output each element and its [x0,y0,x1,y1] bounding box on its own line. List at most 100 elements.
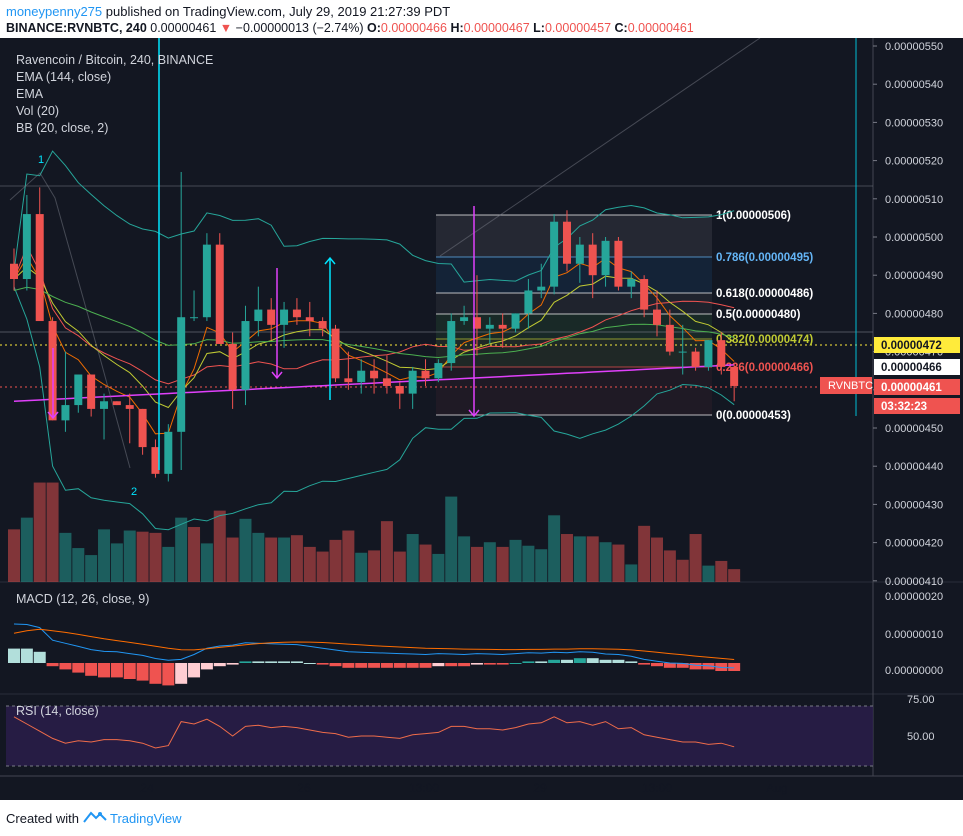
volume-bar [316,551,329,582]
volume-bar [265,537,278,582]
macd-hist-bar [98,663,111,678]
macd-hist-bar [239,661,252,663]
volume-bar [20,517,33,582]
candle-body [151,447,160,474]
price-label-box [874,359,960,375]
macd-hist-bar [213,663,226,667]
close-value: 0.00000461 [627,21,694,35]
legend-ema[interactable]: EMA [16,87,44,101]
macd-hist-bar [265,661,278,663]
macd-hist-bar [188,663,201,678]
candle-body [588,244,597,276]
macd-hist-bar [522,661,535,663]
tradingview-logo-icon[interactable] [83,810,107,827]
signal-line [13,628,735,660]
macd-hist-bar [149,663,162,684]
volume-bar [290,535,303,582]
macd-hist-bar [638,663,651,665]
macd-hist-bar [625,661,638,663]
fib-label: 0(0.00000453) [716,410,791,422]
macd-hist-bar [470,663,483,665]
candle-body [22,214,31,280]
macd-hist-bar [535,661,548,663]
candle-body [267,309,276,325]
candle-body [421,370,430,379]
macd-hist-bar [406,663,419,668]
macd-hist-bar [316,663,329,665]
legend-ema144[interactable]: EMA (144, close) [16,70,112,84]
price-tick-label: 0.00000440 [885,461,943,473]
candle-body [575,244,584,264]
rsi-band [6,706,873,766]
time-axis[interactable]: 24 26 13:00 29 13:00 Aug [140,781,787,795]
fib-label: 0.5(0.00000480) [716,309,801,321]
volume-bar [213,510,226,582]
candle-body [138,408,147,448]
candle-body [202,244,211,318]
rsi-legend[interactable]: RSI (14, close) [16,704,99,718]
macd-hist-bar [303,663,316,664]
symbol-tag-box [820,377,872,394]
price-label-box [874,337,960,353]
publisher-name[interactable]: moneypenny275 [6,4,103,19]
volume-bar [535,549,548,582]
macd-hist-bar [586,658,599,663]
drawing-arrows[interactable]: 12 [9,38,857,498]
macd-hist-bar [46,663,59,667]
candle-body [112,401,121,406]
price-tick-label: 0.00000420 [885,538,943,550]
volume-bar [432,553,445,582]
candle-body [305,317,314,322]
legend-vol[interactable]: Vol (20) [16,104,60,118]
candle-body [627,279,636,287]
macd-tick-label: 0.00000020 [885,591,943,603]
volume-bar [123,530,136,582]
fib-label: 0.382(0.00000474) [716,334,813,346]
volume-bar [200,543,213,582]
chart-container[interactable]: 1(0.00000506) 0.786(0.00000495) 0.618(0.00… [0,37,963,800]
legend-bb[interactable]: BB (20, close, 2) [16,121,109,135]
time-tick-label: 24 [140,781,154,795]
volume-bar [419,544,432,582]
candle-body [537,286,546,291]
volume-bar [72,548,85,582]
volume-bar [110,543,123,582]
candle-body [61,405,70,421]
main-legend: Ravencoin / Bitcoin, 240, BINANCE EMA (1… [16,52,213,137]
bb-upper [13,150,735,283]
volume-bar [445,496,458,582]
volume-bar [496,546,509,582]
macd-hist-bar [560,659,573,663]
candle-body [704,340,713,367]
price-tick-label: 0.00000480 [885,308,943,320]
price-label: 03:32:23 [881,401,927,413]
price-tick-label: 0.00000410 [885,576,943,588]
macd-hist-bar [483,663,496,665]
macd-hist-bar [59,663,72,670]
macd-hist-bar [33,651,46,663]
footer: Created with TradingView [6,810,182,827]
volume-bar [85,555,98,582]
candle-body [550,221,559,287]
time-tick-label: 13:00 [642,781,672,795]
time-tick-label: 13:00 [409,781,439,795]
volume-bar [406,534,419,582]
footer-brand[interactable]: TradingView [109,811,182,826]
macd-legend[interactable]: MACD (12, 26, close, 9) [16,592,150,606]
candle-body [331,328,340,379]
price-label: 0.00000472 [881,340,942,352]
macd-line [13,623,735,669]
time-tick-label: 26 [297,781,311,795]
trend-line [439,37,761,257]
candle-body [280,309,289,325]
candle-body [408,370,417,394]
last-price: 0.00000461 [150,21,217,35]
legend-title[interactable]: Ravencoin / Bitcoin, 240, BINANCE [16,53,214,67]
price-tick-label: 0.00000490 [885,270,943,282]
candle-body [498,324,507,329]
volume-bar [368,550,381,582]
price-axis[interactable]: 0.00000550 0.00000540 0.00000530 0.00000520… [820,41,960,743]
candle-body [177,317,186,432]
price-chart[interactable]: 1(0.00000506) 0.786(0.00000495) 0.618(0.00… [0,37,963,800]
macd-pane [8,623,741,686]
